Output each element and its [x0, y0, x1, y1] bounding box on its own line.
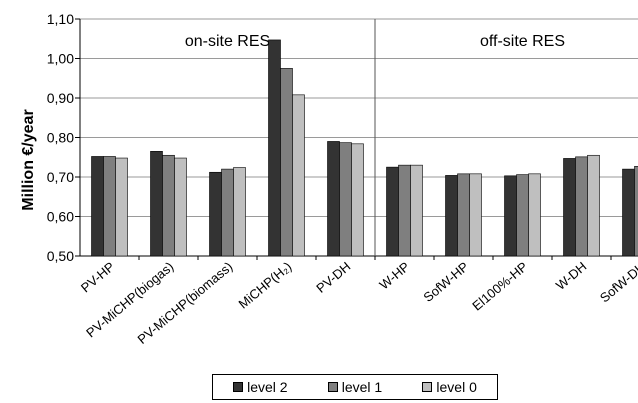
bar	[268, 39, 281, 257]
bar	[457, 173, 470, 257]
legend-swatch	[327, 382, 338, 392]
y-tick-label: 1,00	[47, 51, 74, 67]
bar	[528, 173, 541, 257]
bar	[622, 168, 635, 257]
bar	[563, 158, 576, 257]
bar	[115, 157, 128, 257]
x-tick-label: W-HP	[376, 259, 412, 293]
bar	[575, 156, 588, 257]
bar	[386, 166, 399, 257]
bar	[516, 174, 529, 257]
x-tick-label: PV-DH	[313, 259, 353, 296]
bar	[162, 154, 175, 257]
bar	[398, 164, 411, 257]
legend-swatch	[422, 382, 433, 392]
y-tick-label: 0,80	[47, 130, 74, 146]
x-tick-label: PV-HP	[78, 259, 118, 296]
y-axis-label: Million €/year	[20, 109, 37, 210]
y-tick-label: 0,50	[47, 248, 74, 264]
x-tick-label: SofW-DH	[597, 259, 638, 306]
bar	[292, 94, 305, 257]
bar	[469, 173, 482, 257]
bar	[91, 156, 104, 257]
x-tick-label: W-DH	[553, 259, 590, 293]
bar	[410, 164, 423, 257]
legend: level 2 level 1 level 0	[212, 374, 498, 400]
bar	[221, 168, 234, 257]
bar	[587, 154, 600, 257]
bar	[233, 167, 246, 257]
x-tick-label: El100%-HP	[469, 259, 530, 314]
legend-swatch	[233, 382, 244, 392]
bar	[209, 171, 222, 257]
x-tick-label: SofW-HP	[420, 259, 471, 305]
y-tick-label: 0,70	[47, 169, 74, 185]
legend-item: level 2	[233, 379, 288, 395]
bar	[351, 143, 364, 257]
group-label: on-site RES	[185, 33, 270, 50]
legend-label: level 0	[436, 379, 477, 395]
legend-item: level 0	[422, 379, 477, 395]
legend-label: level 2	[247, 379, 288, 395]
bar	[280, 68, 293, 257]
bar	[445, 175, 458, 257]
legend-item: level 1	[327, 379, 383, 395]
y-tick-label: 1,10	[47, 11, 74, 27]
y-tick-label: 0,60	[47, 209, 74, 225]
bar	[150, 151, 163, 257]
legend-label: level 1	[341, 379, 383, 395]
bar	[327, 141, 340, 257]
bar	[504, 175, 517, 257]
bar	[174, 157, 187, 257]
bar	[634, 166, 638, 257]
x-tick-label: MiCHP(H₂)	[236, 259, 295, 312]
plot-area: 0,50 0,60 0,70 0,80 0,90 1,00 1,10 on-site RES o…	[47, 11, 638, 347]
y-tick-label: 0,90	[47, 90, 74, 106]
group-label: off-site RES	[480, 33, 565, 50]
bar	[339, 142, 352, 257]
bar	[103, 156, 116, 257]
